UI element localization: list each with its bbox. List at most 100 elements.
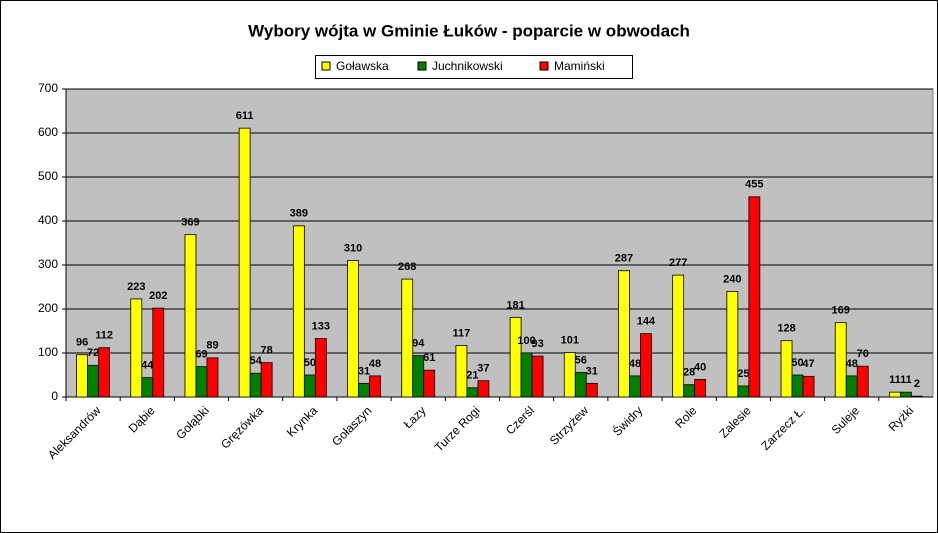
value-label: 133: [312, 320, 330, 332]
bar: [152, 307, 165, 398]
bar: [780, 340, 793, 398]
value-label: 50: [304, 357, 316, 369]
y-tick-label: 600: [38, 125, 58, 139]
value-label: 100: [517, 335, 535, 347]
bar: [845, 375, 858, 398]
value-label: 54: [250, 355, 263, 367]
value-label: 11: [889, 374, 901, 386]
bar: [141, 377, 154, 398]
y-tick-label: 200: [38, 301, 58, 315]
value-label: 47: [802, 358, 814, 370]
value-label: 128: [777, 323, 795, 335]
value-label: 25: [737, 368, 749, 380]
bar: [737, 385, 750, 398]
legend-label: Juchnikowski: [432, 59, 503, 73]
chart-title: Wybory wójta w Gminie Łuków - poparcie w…: [248, 21, 690, 40]
legend-box: [315, 55, 633, 79]
bar: [98, 347, 110, 398]
legend-swatch: [321, 61, 331, 71]
bar: [748, 196, 761, 398]
bar: [618, 270, 630, 398]
value-label: 48: [629, 358, 641, 370]
value-label: 31: [586, 365, 598, 377]
value-label: 169: [832, 305, 850, 317]
bar: [477, 380, 490, 398]
value-label: 61: [423, 352, 435, 364]
legend-swatch: [417, 61, 427, 71]
bar: [509, 316, 522, 398]
bar: [834, 322, 847, 398]
value-label: 455: [745, 179, 763, 191]
value-label: 28: [683, 367, 695, 379]
value-label: 181: [506, 299, 524, 311]
bar: [563, 352, 576, 398]
bar: [574, 371, 587, 398]
bar: [195, 366, 208, 398]
value-label: 117: [453, 327, 471, 339]
value-label: 70: [857, 348, 869, 360]
bar: [206, 357, 219, 398]
value-label: 72: [87, 347, 99, 359]
bar: [900, 391, 912, 398]
value-label: 37: [477, 363, 489, 375]
value-label: 48: [846, 358, 858, 370]
bar: [455, 345, 468, 398]
value-label: 40: [694, 361, 706, 373]
y-tick-label: 500: [38, 169, 58, 183]
value-label: 93: [531, 338, 543, 350]
legend-swatch: [539, 61, 549, 71]
y-tick-label: 400: [38, 213, 58, 227]
bar: [184, 234, 197, 398]
bar: [911, 395, 923, 398]
bar: [292, 225, 305, 398]
value-label: 31: [358, 365, 370, 377]
value-label: 94: [412, 338, 425, 350]
value-label: 56: [575, 354, 587, 366]
bar: [889, 391, 901, 398]
value-label: 369: [181, 217, 199, 229]
value-label: 11: [900, 374, 912, 386]
value-label: 96: [76, 337, 88, 349]
value-label: 268: [398, 261, 416, 273]
bar: [347, 260, 359, 398]
value-label: 44: [141, 360, 154, 372]
value-label: 69: [195, 349, 207, 361]
bar: [401, 278, 414, 398]
y-tick-label: 100: [38, 345, 58, 359]
bar: [249, 372, 262, 398]
bar: [640, 333, 652, 398]
y-tick-label: 0: [51, 389, 58, 403]
bar: [303, 374, 316, 398]
value-label: 389: [290, 208, 308, 220]
bar: [726, 290, 739, 398]
bar: [314, 338, 327, 398]
bar: [130, 298, 143, 398]
bar: [358, 382, 370, 398]
bar: [672, 274, 685, 398]
bar: [466, 387, 479, 398]
bar: [694, 378, 707, 398]
value-label: 48: [369, 358, 381, 370]
bar: [629, 375, 641, 398]
bar: [520, 352, 533, 398]
value-label: 144: [637, 316, 656, 328]
value-label: 287: [615, 253, 633, 265]
bar: [856, 365, 869, 398]
value-label: 50: [791, 357, 803, 369]
bar: [585, 382, 598, 398]
value-label: 202: [149, 290, 167, 302]
value-label: 240: [723, 273, 741, 285]
legend-label: Goławska: [336, 59, 389, 73]
bar: [683, 384, 696, 398]
bar: [802, 375, 815, 398]
value-label: 21: [466, 370, 478, 382]
bar: [412, 355, 425, 398]
y-tick-label: 300: [38, 257, 58, 271]
value-label: 277: [669, 257, 687, 269]
value-label: 101: [561, 334, 579, 346]
bar: [76, 354, 88, 398]
value-label: 310: [344, 243, 362, 255]
bar: [238, 127, 251, 398]
